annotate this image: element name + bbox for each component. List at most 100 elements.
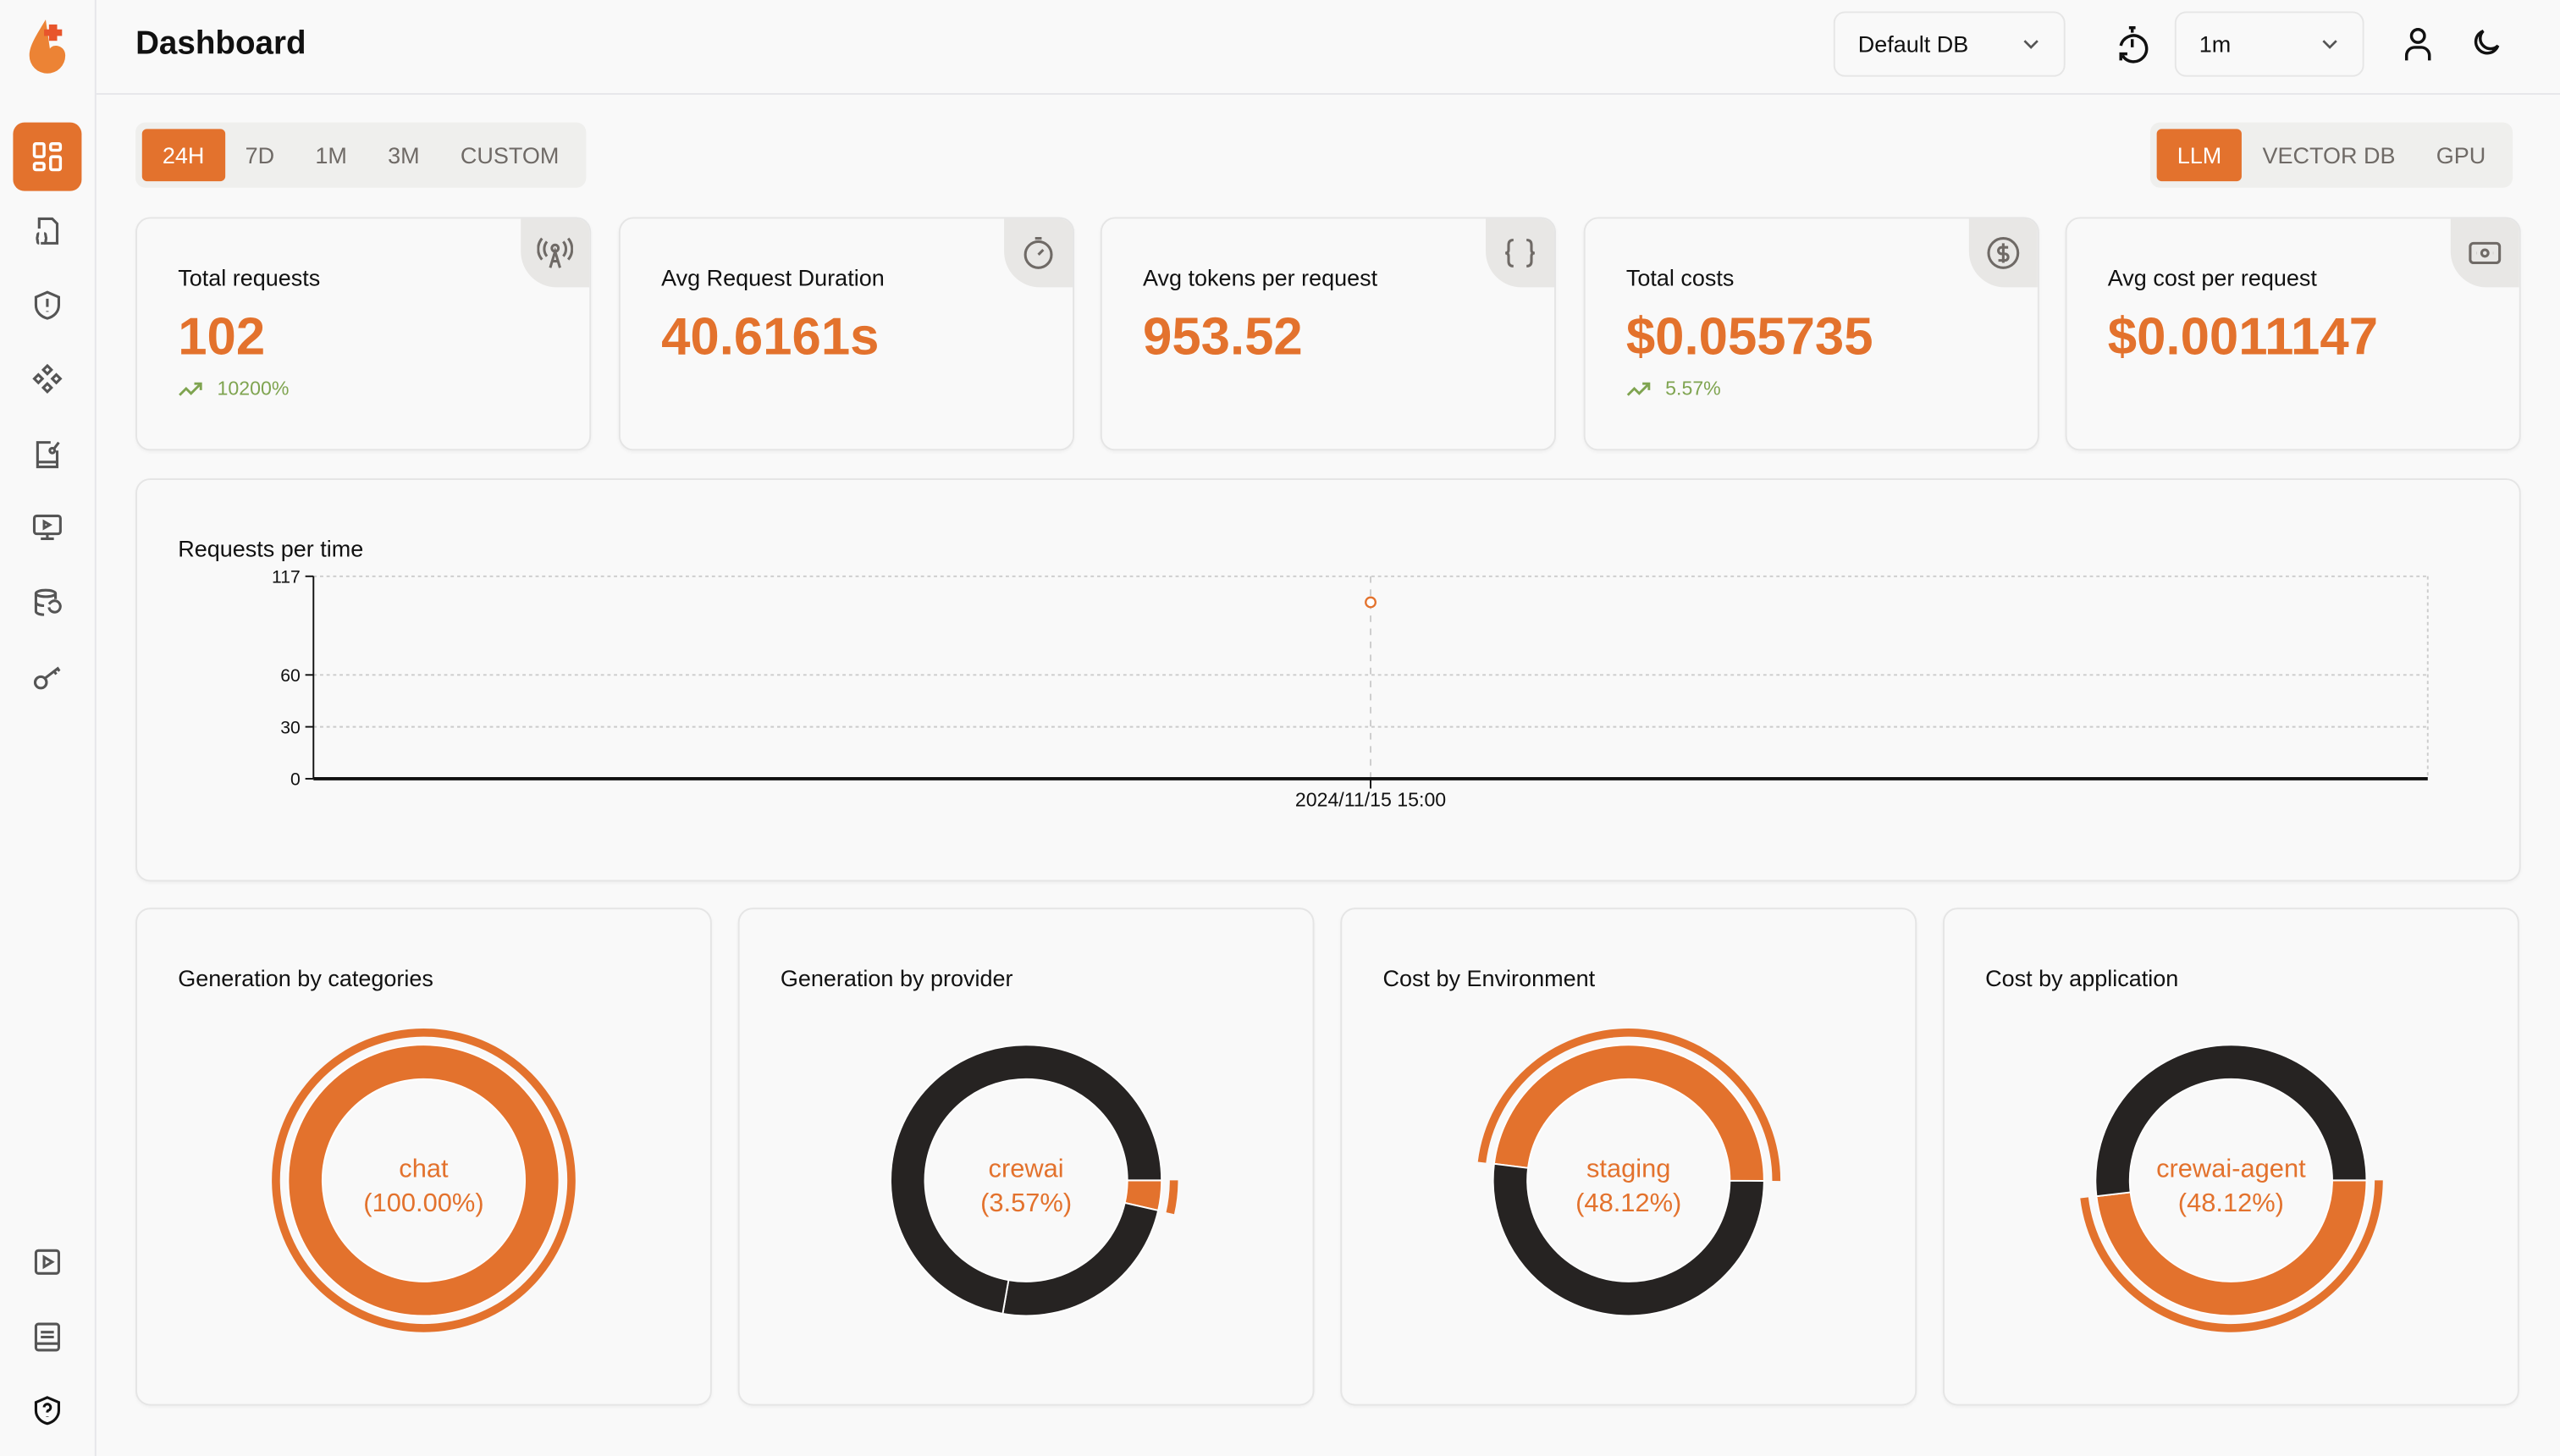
timer-refresh-icon — [2119, 26, 2149, 63]
y-tick-label: 30 — [280, 718, 301, 737]
time-range-tabs: 24H 7D 1M 3M CUSTOM — [135, 122, 587, 188]
y-tick-label: 60 — [280, 666, 301, 686]
requests-per-time-card: Requests per time 0 30 60 117 2024/11/15 15:… — [135, 478, 2521, 882]
donut-card-generation-by-categories: Generation by categories chat (100.00%) — [135, 907, 712, 1406]
donut-slice[interactable] — [1492, 1162, 1765, 1317]
sidebar-item-dashboard[interactable] — [13, 122, 82, 191]
stat-value: 953.52 — [1142, 306, 1303, 366]
chevron-down-icon — [2322, 40, 2337, 49]
y-tick-label: 0 — [290, 770, 301, 790]
donut-center-percent: (48.12%) — [1575, 1188, 1681, 1217]
user-icon — [2404, 27, 2431, 61]
dashboard-icon — [32, 141, 63, 172]
stat-icon-badge — [521, 218, 590, 288]
sidebar-item-vault[interactable] — [13, 568, 81, 637]
guardrails-icon — [34, 290, 60, 320]
x-tick-label: 2024/11/15 15:00 — [1295, 789, 1446, 811]
video-icon — [34, 1249, 60, 1275]
stat-label: Avg cost per request — [2107, 264, 2317, 291]
refresh-interval-value: 1m — [2199, 30, 2232, 58]
active-slice-ring — [1166, 1180, 1178, 1215]
moon-icon — [2474, 30, 2500, 55]
sidebar-item-api-keys[interactable] — [13, 642, 81, 710]
theme-toggle-button[interactable] — [2463, 23, 2506, 65]
time-range-tab-3m[interactable]: 3M — [388, 141, 420, 168]
docs-icon — [34, 1322, 60, 1352]
user-button[interactable] — [2397, 23, 2439, 65]
chevron-down-icon — [2023, 40, 2039, 49]
stat-icon-badge — [1485, 218, 1554, 288]
sidebar-item-help[interactable] — [13, 1376, 81, 1445]
category-tab-gpu[interactable]: GPU — [2436, 141, 2486, 168]
chart-title: Cost by application — [1985, 964, 2179, 991]
page-title: Dashboard — [135, 25, 306, 63]
category-tab-llm[interactable]: LLM — [2156, 129, 2243, 182]
requests-icon — [36, 217, 59, 245]
grid — [313, 575, 2429, 779]
donut-chart: staging (48.12%) — [1477, 1028, 1781, 1317]
donut-card-cost-by-environment: Cost by Environment staging (48.12%) — [1340, 907, 1917, 1406]
stat-card-total-requests: Total requests 102 10200% — [135, 217, 592, 451]
trending-up-icon — [179, 382, 202, 396]
sidebar-item-openground[interactable] — [13, 493, 81, 561]
category-tab-vector-db[interactable]: VECTOR DB — [2262, 141, 2396, 168]
help-shield-icon — [34, 1396, 60, 1426]
refresh-interval-select[interactable]: 1m — [2174, 11, 2364, 77]
data-point[interactable] — [1365, 596, 1377, 609]
stat-icon-badge — [1968, 218, 2038, 288]
stat-card-avg-request-duration: Avg Request Duration 40.6161s — [618, 217, 1074, 451]
dollar-circle-icon — [1987, 237, 2020, 269]
trending-up-icon — [1626, 382, 1651, 396]
stat-trend-value: 10200% — [217, 377, 290, 400]
donut-chart: crewai-agent (48.12%) — [2080, 1044, 2383, 1332]
database-select-value: Default DB — [1857, 30, 1969, 58]
sidebar-item-guardrails[interactable] — [13, 271, 81, 339]
sidebar-item-video[interactable] — [13, 1227, 81, 1296]
chart-title: Generation by categories — [178, 964, 433, 991]
stat-icon-badge — [2450, 218, 2519, 288]
openground-icon — [32, 514, 62, 540]
donut-slice[interactable] — [1492, 1044, 1765, 1182]
donut-card-cost-by-application: Cost by application crewai-agent (48.12%) — [1942, 907, 2519, 1406]
stat-label: Avg tokens per request — [1142, 264, 1378, 291]
sidebar-item-prompts[interactable] — [13, 420, 81, 488]
time-range-tab-1m[interactable]: 1M — [315, 141, 347, 168]
donut-center-label: crewai — [989, 1153, 1064, 1183]
donut-slice[interactable] — [287, 1044, 560, 1317]
donut-chart: crewai (3.57%) — [890, 1044, 1178, 1317]
sidebar-item-docs[interactable] — [13, 1303, 81, 1371]
stat-icon-badge — [1004, 218, 1073, 288]
vault-icon — [34, 588, 62, 616]
refresh-timer-button[interactable] — [2111, 23, 2154, 65]
database-select[interactable]: Default DB — [1833, 11, 2066, 77]
stat-card-total-costs: Total costs $0.055735 5.57% — [1583, 217, 2039, 451]
broadcast-tower-icon — [537, 237, 573, 268]
header: Dashboard Default DB 1m — [96, 0, 2560, 95]
donut-slice[interactable] — [1001, 1201, 1160, 1317]
chart-title: Generation by provider — [780, 964, 1013, 991]
stat-value: 40.6161s — [661, 306, 880, 366]
sidebar-item-requests[interactable] — [13, 196, 81, 264]
sidebar — [0, 0, 97, 1456]
donut-center-label: chat — [399, 1153, 449, 1183]
time-range-tab-24h[interactable]: 24H — [141, 129, 225, 182]
exceptions-icon — [32, 363, 63, 394]
stat-trend-value: 5.57% — [1665, 377, 1721, 400]
donut-slice[interactable] — [890, 1044, 1163, 1315]
chart-title: Cost by Environment — [1382, 964, 1596, 991]
donut-center-label: crewai-agent — [2156, 1153, 2306, 1183]
donut-slice[interactable] — [2094, 1044, 2368, 1198]
sidebar-item-exceptions[interactable] — [13, 345, 81, 413]
stat-trend: 5.57% — [1626, 377, 1721, 400]
stat-value: $0.055735 — [1625, 306, 1873, 366]
stat-value: 102 — [178, 306, 266, 366]
stat-card-avg-tokens-per-request: Avg tokens per request 953.52 — [1100, 217, 1556, 451]
stat-label: Total costs — [1625, 264, 1735, 291]
donut-slice[interactable] — [2095, 1179, 2368, 1317]
time-range-tab-custom[interactable]: CUSTOM — [460, 141, 560, 168]
requests-line-chart: 0 30 60 117 2024/11/15 15:00 — [272, 567, 2429, 811]
logo[interactable] — [23, 16, 72, 83]
y-tick-label: 117 — [272, 567, 301, 587]
time-range-tab-7d[interactable]: 7D — [245, 141, 275, 168]
api-keys-icon — [33, 666, 61, 690]
